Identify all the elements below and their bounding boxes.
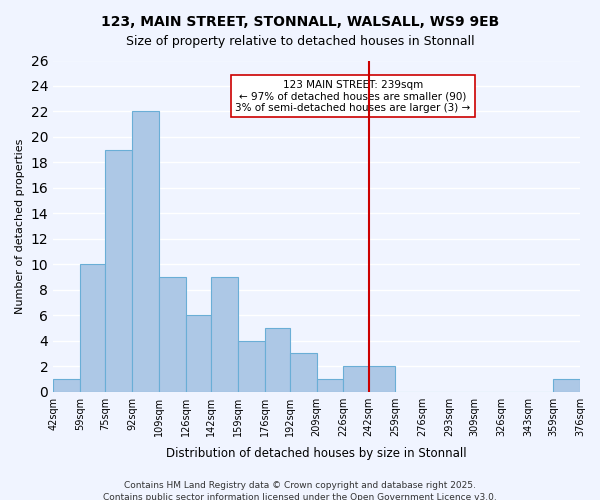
Bar bbox=[211, 277, 238, 392]
Text: Contains HM Land Registry data © Crown copyright and database right 2025.: Contains HM Land Registry data © Crown c… bbox=[124, 481, 476, 490]
X-axis label: Distribution of detached houses by size in Stonnall: Distribution of detached houses by size … bbox=[166, 447, 467, 460]
Bar bbox=[105, 150, 132, 392]
Bar bbox=[80, 264, 105, 392]
Bar bbox=[290, 354, 317, 392]
Bar bbox=[265, 328, 290, 392]
Y-axis label: Number of detached properties: Number of detached properties bbox=[15, 138, 25, 314]
Bar bbox=[132, 112, 159, 392]
Bar bbox=[238, 340, 265, 392]
Text: Contains public sector information licensed under the Open Government Licence v3: Contains public sector information licen… bbox=[103, 494, 497, 500]
Bar bbox=[553, 379, 580, 392]
Bar bbox=[368, 366, 395, 392]
Bar bbox=[53, 379, 80, 392]
Bar bbox=[159, 277, 185, 392]
Text: Size of property relative to detached houses in Stonnall: Size of property relative to detached ho… bbox=[125, 35, 475, 48]
Bar bbox=[343, 366, 368, 392]
Bar bbox=[185, 315, 211, 392]
Text: 123 MAIN STREET: 239sqm
← 97% of detached houses are smaller (90)
3% of semi-det: 123 MAIN STREET: 239sqm ← 97% of detache… bbox=[235, 80, 470, 113]
Bar bbox=[317, 379, 343, 392]
Text: 123, MAIN STREET, STONNALL, WALSALL, WS9 9EB: 123, MAIN STREET, STONNALL, WALSALL, WS9… bbox=[101, 15, 499, 29]
